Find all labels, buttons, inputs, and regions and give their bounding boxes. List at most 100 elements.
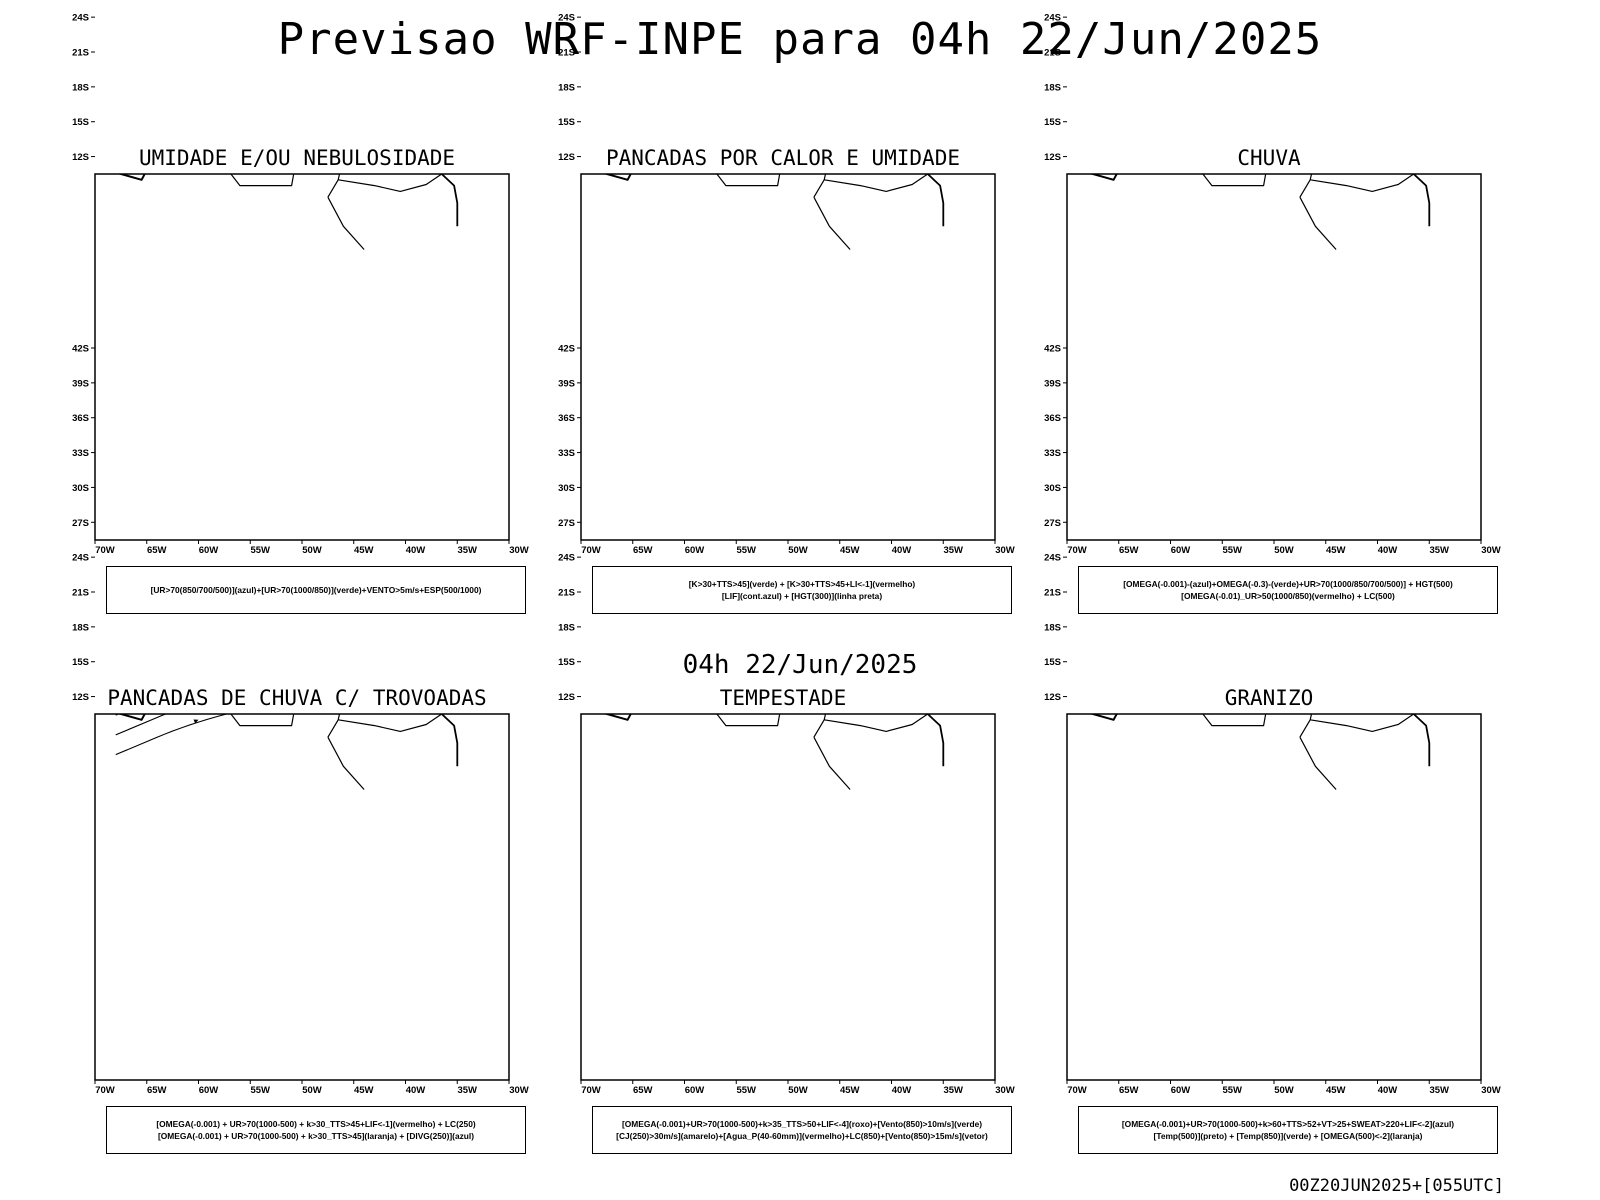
panel-title: UMIDADE E/OU NEBULOSIDADE (138, 146, 456, 170)
lon-tick-label: 55W (736, 545, 756, 556)
flow-arrow (193, 719, 199, 724)
lon-tick-label: 70W (1067, 545, 1087, 556)
lon-tick-label: 45W (354, 545, 374, 556)
temp850-contour (1074, 624, 1155, 652)
lat-tick-label: 24S (72, 13, 89, 24)
lat-tick-label: 42S (1044, 344, 1061, 355)
lat-tick-label: 36S (558, 413, 575, 424)
humidity-contour-green (126, 94, 172, 119)
flow-arrow (1228, 98, 1233, 102)
lon-tick-label: 30W (995, 545, 1015, 556)
lon-tick-label: 70W (581, 1085, 601, 1096)
lat-tick-label: 21S (1044, 588, 1061, 599)
contour-label: 564 (357, 0, 371, 8)
lat-tick-label: 18S (72, 82, 89, 93)
height-contour (581, 0, 995, 15)
legend-text: [OMEGA(-0.001)+UR>70(1000-500)+k>60+TTS>… (1121, 1119, 1455, 1129)
lon-tick-label: 45W (840, 1085, 860, 1096)
legend-text: [OMEGA(-0.001) + UR>70(1000-500) + k>30_… (156, 1119, 476, 1129)
panel-pancadas-calor: PANCADAS POR CALOR E UMIDADE 9600 9600 960… (538, 13, 1028, 626)
thickness-contour (95, 0, 509, 11)
legend-text: [LIF](cont.azul) + [HGT(300)](linha pret… (721, 591, 883, 601)
lon-tick-label: 60W (1171, 545, 1191, 556)
run-timestamp: 00Z20JUN2025+[055UTC] (1289, 1176, 1504, 1196)
lon-tick-label: 35W (457, 545, 477, 556)
lon-tick-label: 55W (736, 1085, 756, 1096)
lat-tick-label: 18S (72, 622, 89, 633)
legend-text: [OMEGA(-0.001) + UR>70(1000-500) + k>30_… (157, 1131, 475, 1141)
rain-red (1194, 60, 1322, 129)
lat-tick-label: 18S (1044, 622, 1061, 633)
lon-tick-label: 35W (943, 545, 963, 556)
panel-tempestade: TEMPESTADE 12S 15S 18S 21S 24S 27S 30S 33S 36S 39… (538, 344, 1028, 1166)
lon-tick-label: 40W (1378, 1085, 1398, 1096)
lat-tick-label: 18S (558, 82, 575, 93)
lat-tick-label: 12S (1044, 152, 1061, 163)
map-plot: 12S 15S 18S 21S 24S 27S 30S 33S 36S 39S 42S 70W 65W 6… (558, 344, 1015, 1097)
lon-tick-label: 60W (685, 1085, 705, 1096)
contour-label: 582 (1257, 103, 1271, 112)
lat-tick-label: 36S (1044, 413, 1061, 424)
stream-curve (1378, 117, 1450, 145)
legend-box: [OMEGA(-0.001) + UR>70(1000-500) + k>30_… (106, 1106, 526, 1154)
stream-curve (1378, 72, 1450, 98)
flow-arrow (1228, 5, 1233, 9)
lon-tick-label: 70W (581, 545, 601, 556)
contour-label: 9600 (852, 91, 870, 100)
panel-title: CHUVA (1237, 146, 1301, 170)
lon-tick-label: 65W (1119, 1085, 1139, 1096)
lat-tick-label: 12S (72, 692, 89, 703)
lon-tick-label: 40W (406, 1085, 426, 1096)
lat-tick-label: 39S (72, 378, 89, 389)
lat-tick-label: 21S (558, 588, 575, 599)
stream-curve (1378, 83, 1450, 110)
flow-arrow (401, 640, 406, 644)
lat-tick-label: 12S (72, 152, 89, 163)
humidity-contour-green (253, 61, 300, 100)
contour-label: 1016 (417, 103, 435, 112)
lat-tick-label: 12S (558, 692, 575, 703)
main-title: Previsao WRF-INPE para 04h 22/Jun/2025 (277, 14, 1323, 65)
lat-tick-label: 18S (558, 622, 575, 633)
lon-tick-label: 70W (95, 1085, 115, 1096)
contour-label: 9600 (686, 103, 704, 112)
stream-curve (1378, 95, 1450, 122)
lon-tick-label: 55W (250, 1085, 270, 1096)
flow-arrow (194, 641, 199, 645)
lat-tick-label: 21S (72, 588, 89, 599)
lon-tick-label: 35W (457, 1085, 477, 1096)
lat-tick-label: 15S (72, 117, 89, 128)
lon-tick-label: 65W (1119, 545, 1139, 556)
map-plot: 12S 15S 18S 21S 24S 27S 30S 33S 36S 39S 42S 70W 65W 6… (72, 344, 529, 1097)
panel-title: PANCADAS DE CHUVA C/ TROVOADAS (107, 686, 487, 710)
lat-tick-label: 12S (558, 152, 575, 163)
panel-title: PANCADAS POR CALOR E UMIDADE (605, 146, 960, 170)
lat-tick-label: 33S (558, 448, 575, 459)
flow-arrow (194, 680, 199, 684)
lon-tick-label: 65W (633, 545, 653, 556)
legend-box: [UR>70(850/700/500)](azul)+[UR>70(1000/8… (106, 566, 526, 614)
lon-tick-label: 40W (892, 545, 912, 556)
lon-tick-label: 70W (1067, 1085, 1087, 1096)
lat-tick-label: 21S (1044, 48, 1061, 59)
legend-box: [OMEGA(-0.001)+UR>70(1000-500)+k>35_TTS>… (592, 1106, 1012, 1154)
legend-text: [Temp(500)](preto) + [Temp(850)](verde) … (1153, 1131, 1423, 1141)
lon-tick-label: 35W (943, 1085, 963, 1096)
legend-text: [K>30+TTS>45](verde) + [K>30+TTS>45+LI<-… (688, 579, 916, 589)
lat-tick-label: 27S (72, 518, 89, 529)
contour-label: 1012 (190, 4, 208, 13)
lon-tick-label: 45W (354, 1085, 374, 1096)
lon-tick-label: 35W (1429, 545, 1449, 556)
lon-tick-label: 40W (1378, 545, 1398, 556)
lat-tick-label: 27S (1044, 518, 1061, 529)
lat-tick-label: 39S (1044, 378, 1061, 389)
lat-tick-label: 42S (72, 344, 89, 355)
lat-tick-label: 21S (72, 48, 89, 59)
lat-tick-label: 15S (1044, 117, 1061, 128)
lon-tick-label: 65W (633, 1085, 653, 1096)
lon-tick-label: 40W (892, 1085, 912, 1096)
lon-tick-label: 45W (840, 545, 860, 556)
lon-tick-label: 50W (1274, 545, 1294, 556)
map-plot: 1012101610161012101210081004100010161020… (72, 13, 529, 556)
contour-label: 9440 (800, 0, 818, 2)
